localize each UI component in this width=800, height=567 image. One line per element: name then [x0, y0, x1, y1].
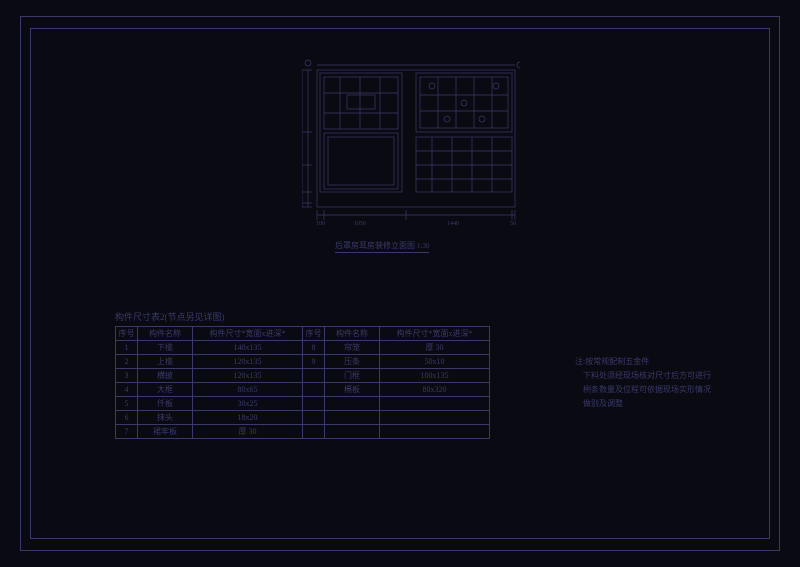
- table-cell: 50x10: [380, 355, 490, 369]
- th-6: 构件尺寸*宽面x进深*: [380, 327, 490, 341]
- table-cell: [380, 397, 490, 411]
- th-1: 序号: [116, 327, 138, 341]
- th-4: 序号: [303, 327, 325, 341]
- table-header-row: 序号 构件名称 构件尺寸*宽面x进深* 序号 构件名称 构件尺寸*宽面x进深*: [116, 327, 490, 341]
- table-cell: 7: [116, 425, 138, 439]
- table-cell: 下槛: [138, 341, 193, 355]
- table-cell: 横披: [138, 369, 193, 383]
- table-cell: [325, 397, 380, 411]
- table-title: 构件尺寸表2(节点另见详图): [115, 310, 225, 323]
- table-cell: 9: [303, 355, 325, 369]
- table-row: 4大框80x65 槅板80x320: [116, 383, 490, 397]
- table-cell: 帘笼: [325, 341, 380, 355]
- table-cell: 1: [116, 341, 138, 355]
- dim-h4: 50: [510, 221, 516, 227]
- th-5: 构件名称: [325, 327, 380, 341]
- dimension-table: 序号 构件名称 构件尺寸*宽面x进深* 序号 构件名称 构件尺寸*宽面x进深* …: [115, 326, 490, 439]
- dim-h1: 100: [316, 221, 325, 227]
- table-cell: [303, 411, 325, 425]
- elevation-title-text: 后罩房耳房装修立面图: [335, 241, 415, 250]
- table-cell: 2: [116, 355, 138, 369]
- table-cell: 18x20: [193, 411, 303, 425]
- table-cell: 80x65: [193, 383, 303, 397]
- table-cell: 5: [116, 397, 138, 411]
- dim-h3: 1440: [447, 221, 459, 227]
- table-cell: 140x135: [193, 341, 303, 355]
- table-cell: [380, 411, 490, 425]
- table-row: 6抹头18x20: [116, 411, 490, 425]
- table-cell: 上槛: [138, 355, 193, 369]
- note-l4: 做别及调整: [575, 397, 711, 411]
- table-cell: 厚 30: [380, 341, 490, 355]
- table-cell: [380, 425, 490, 439]
- note-l3: 栵条数量及位程可依据现场实形情况: [575, 383, 711, 397]
- note-l1: 注:按常规配制五金件: [575, 355, 711, 369]
- table-row: 1下槛140x1358帘笼厚 30: [116, 341, 490, 355]
- table-cell: 3: [116, 369, 138, 383]
- table-cell: 100x135: [380, 369, 490, 383]
- th-3: 构件尺寸*宽面x进深*: [193, 327, 303, 341]
- table-cell: 30x25: [193, 397, 303, 411]
- table-cell: 8: [303, 341, 325, 355]
- table-cell: [303, 425, 325, 439]
- table-cell: [303, 383, 325, 397]
- table-cell: 仟板: [138, 397, 193, 411]
- notes-block: 注:按常规配制五金件 下料处须经现场核对尺寸后方可进行 栵条数量及位程可依据现场…: [575, 355, 711, 411]
- elevation-scale: 1:30: [417, 242, 429, 250]
- table-cell: 厚 30: [193, 425, 303, 439]
- table-cell: 4: [116, 383, 138, 397]
- table-row: 2上槛120x1359压条50x10: [116, 355, 490, 369]
- table-cell: 大框: [138, 383, 193, 397]
- table-cell: 6: [116, 411, 138, 425]
- table-row: 3横披120x135 门框100x135: [116, 369, 490, 383]
- table-cell: 门框: [325, 369, 380, 383]
- th-2: 构件名称: [138, 327, 193, 341]
- note-l2: 下料处须经现场核对尺寸后方可进行: [575, 369, 711, 383]
- table-cell: 120x135: [193, 369, 303, 383]
- dim-h2: 1050: [354, 221, 366, 227]
- table-cell: [303, 369, 325, 383]
- table-cell: 抹头: [138, 411, 193, 425]
- table-cell: [303, 397, 325, 411]
- table-cell: 槅板: [325, 383, 380, 397]
- table-cell: 120x135: [193, 355, 303, 369]
- table-cell: 裙牢板: [138, 425, 193, 439]
- table-cell: 压条: [325, 355, 380, 369]
- elevation-drawing: 485 1400 650 750 80 100 1050 1440 50: [302, 55, 520, 230]
- table-cell: [325, 425, 380, 439]
- table-cell: 80x320: [380, 383, 490, 397]
- table-row: 5仟板30x25: [116, 397, 490, 411]
- table-row: 7裙牢板厚 30: [116, 425, 490, 439]
- table-cell: [325, 411, 380, 425]
- elevation-title: 后罩房耳房装修立面图 1:30: [335, 240, 429, 253]
